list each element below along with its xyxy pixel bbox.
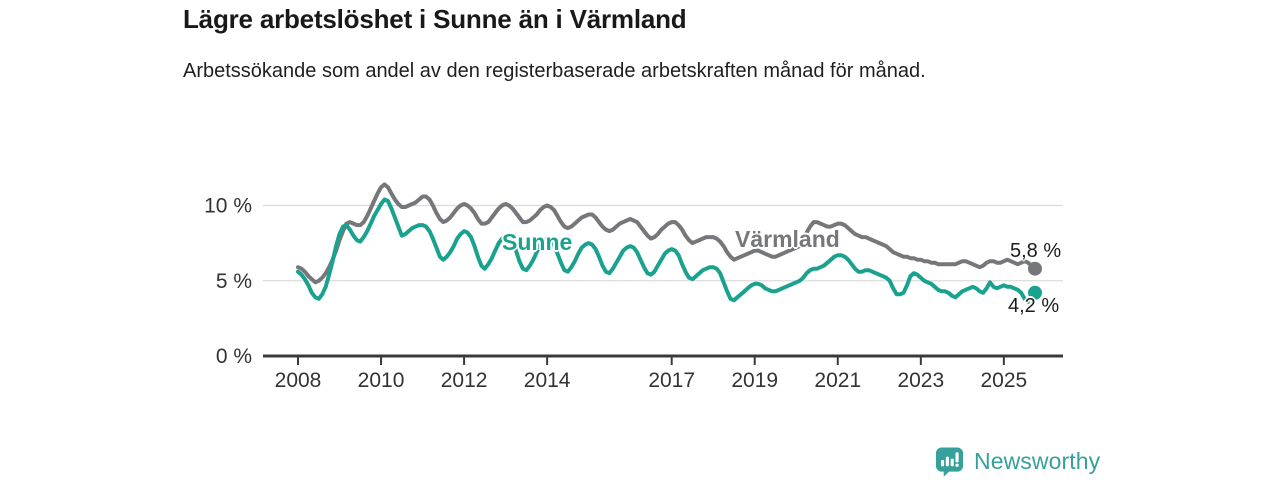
x-axis-label: 2021 bbox=[814, 369, 861, 392]
y-axis-label: 0 % bbox=[216, 345, 252, 368]
x-axis-label: 2014 bbox=[524, 369, 571, 392]
bar-chart-pin-icon bbox=[935, 447, 964, 477]
series-label-varmland: Värmland bbox=[735, 226, 840, 252]
y-axis-label: 10 % bbox=[204, 195, 252, 218]
x-axis-label: 2025 bbox=[980, 369, 1027, 392]
chart-title: Lägre arbetslöshet i Sunne än i Värmland bbox=[183, 4, 687, 34]
x-axis-label: 2010 bbox=[358, 369, 405, 392]
chart-subtitle: Arbetssökande som andel av den registerb… bbox=[183, 60, 926, 82]
x-axis-label: 2017 bbox=[648, 369, 695, 392]
end-value-label-varmland: 5,8 % bbox=[1010, 240, 1062, 262]
brand-logo: Newsworthy bbox=[934, 446, 1100, 477]
brand-name: Newsworthy bbox=[974, 448, 1101, 474]
series-end-dot-varmland bbox=[1028, 261, 1042, 276]
series-line-sunne bbox=[296, 197, 1037, 304]
end-value-label-sunne: 4,2 % bbox=[1008, 295, 1060, 317]
x-axis-label: 2008 bbox=[275, 369, 322, 392]
series-line-varmland bbox=[296, 182, 1037, 285]
y-axis-label: 5 % bbox=[216, 270, 252, 293]
x-axis-label: 2012 bbox=[441, 369, 488, 392]
x-axis-label: 2019 bbox=[731, 369, 778, 392]
series-end-dot-sunne bbox=[1028, 285, 1042, 300]
series-label-sunne: Sunne bbox=[502, 229, 573, 255]
x-axis-label: 2023 bbox=[897, 369, 944, 392]
